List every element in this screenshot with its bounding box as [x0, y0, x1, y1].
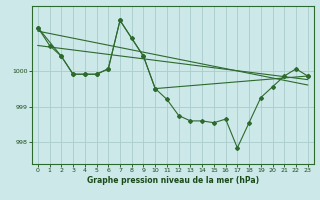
X-axis label: Graphe pression niveau de la mer (hPa): Graphe pression niveau de la mer (hPa): [87, 176, 259, 185]
